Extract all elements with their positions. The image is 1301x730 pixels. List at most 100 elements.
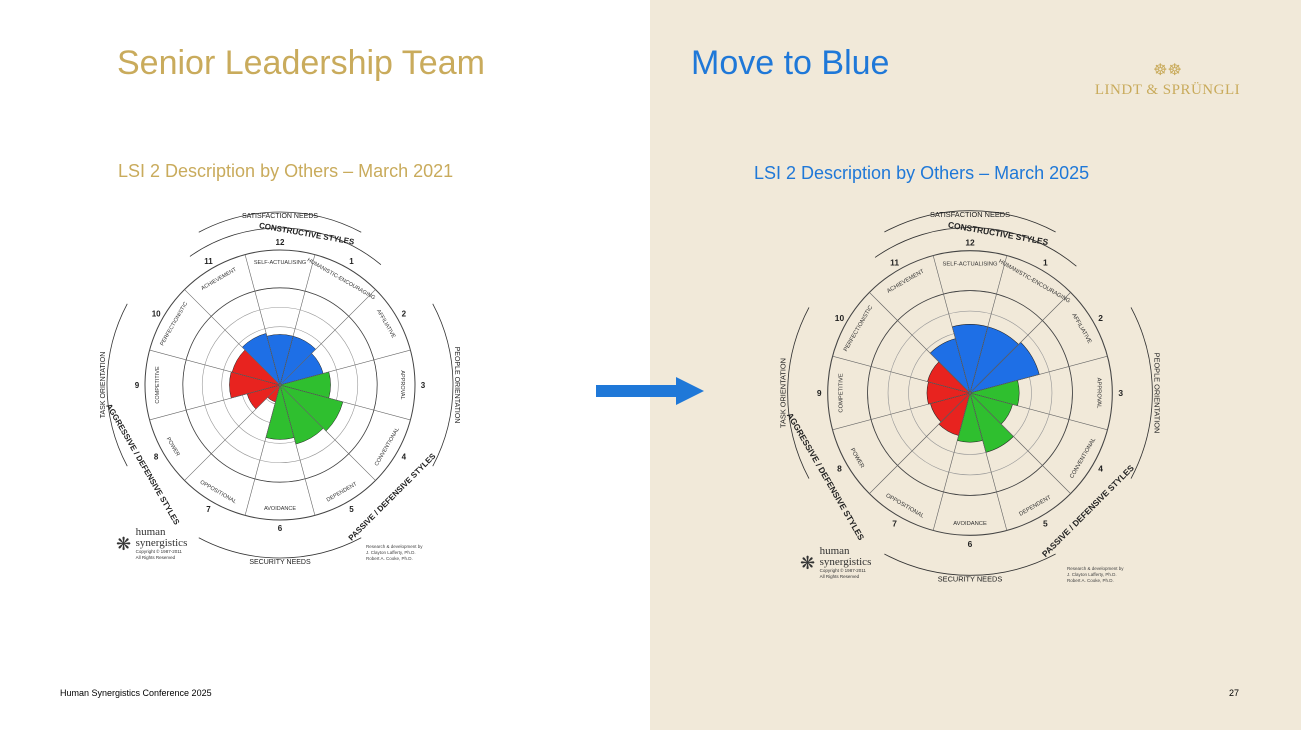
style-number-7: 7 (206, 505, 211, 514)
hs-name-line1: human (819, 545, 850, 557)
spoke (244, 254, 281, 386)
style-number-1: 1 (1043, 258, 1048, 268)
style-label-8: POWER (849, 447, 865, 469)
spoke (969, 255, 1008, 394)
spoke (832, 392, 971, 431)
hs-name-line2: synergistics (819, 556, 872, 568)
style-label-4: CONVENTIONAL (374, 427, 401, 468)
spoke (149, 384, 281, 421)
style-label-8: POWER (165, 437, 181, 458)
left-slide-subtitle: LSI 2 Description by Others – March 2021 (118, 161, 454, 181)
grid-ring (887, 310, 1053, 476)
spoke (184, 384, 281, 481)
grid-ring (221, 326, 339, 444)
spoke (279, 384, 316, 516)
spoke (932, 392, 971, 531)
spoke (279, 289, 376, 386)
lindt-emblem-icon: ☸☸ (1153, 62, 1182, 79)
hs-rights: All Rights Reserved (135, 555, 176, 560)
spoke (969, 355, 1108, 394)
people-orientation-label: PEOPLE ORIENTATION (453, 347, 460, 424)
security-needs-label: SECURITY NEEDS (938, 575, 1003, 584)
style-label-9: COMPETITIVE (838, 373, 844, 412)
spoke (279, 254, 316, 386)
human-synergistics-logo-left: ❋ human synergistics Copyright © 1987-20… (116, 527, 187, 561)
inner-ring (182, 287, 378, 483)
style-number-2: 2 (1098, 313, 1103, 323)
style-label-12: SELF-ACTUALISING (943, 261, 998, 267)
constructive-styles-label: CONSTRUCTIVE STYLES (258, 221, 355, 247)
hs-name-line1: human (135, 526, 166, 538)
style-label-6: AVOIDANCE (264, 506, 296, 512)
style-number-8: 8 (154, 453, 159, 462)
style-number-7: 7 (892, 519, 897, 529)
spoke (869, 392, 971, 494)
security-needs-label: SECURITY NEEDS (249, 559, 311, 566)
lindt-brand-text: LINDT & SPRÜNGLI (1094, 82, 1241, 98)
human-synergistics-logo-right: ❋ human synergistics Copyright © 1987-20… (800, 546, 871, 580)
aggressive-defensive-label: AGGRESSIVE / DEFENSIVE STYLES (104, 402, 181, 527)
security-arc (884, 553, 1056, 576)
style-number-4: 4 (402, 453, 407, 462)
style-label-12: SELF-ACTUALISING (254, 260, 306, 266)
hs-copyright: Copyright © 1987-2011 (135, 549, 182, 554)
satisfaction-needs-label: SATISFACTION NEEDS (242, 213, 318, 220)
style-number-5: 5 (1043, 519, 1048, 529)
style-label-5: DEPENDENT (1018, 494, 1052, 517)
circumplex-2025: 1HUMANISTIC-ENCOURAGING2AFFILIATIVE3APPR… (779, 210, 1162, 584)
style-number-3: 3 (421, 381, 426, 390)
right-slide-title: Move to Blue (691, 44, 890, 82)
task-orientation-label: TASK ORIENTATION (779, 358, 788, 428)
right-slide-subtitle: LSI 2 Description by Others – March 2025 (754, 163, 1090, 183)
right-arrow-icon (596, 377, 704, 405)
satisfaction-arc (198, 211, 362, 233)
people-orientation-label: PEOPLE ORIENTATION (1152, 353, 1161, 434)
spoke (969, 292, 1071, 394)
constructive-arc (874, 227, 1077, 267)
spoke (279, 384, 411, 421)
spoke (149, 349, 281, 386)
credit-line2: J. Clayton Lafferty, Ph.D. (1067, 572, 1117, 577)
style-number-12: 12 (965, 237, 975, 247)
style-label-9: COMPETITIVE (155, 366, 161, 404)
security-arc (198, 537, 362, 559)
style-label-10: PERFECTIONISTIC (159, 301, 189, 347)
style-number-9: 9 (135, 381, 140, 390)
research-credit-right: Research & development by J. Clayton Laf… (1067, 566, 1124, 584)
task-orientation-label: TASK ORIENTATION (100, 352, 107, 419)
style-number-5: 5 (349, 505, 354, 514)
style-label-2: AFFILIATIVE (1070, 313, 1092, 345)
outer-ring (144, 249, 416, 521)
satisfaction-arc (884, 210, 1056, 233)
task-arc (787, 307, 810, 479)
spoke (932, 255, 971, 394)
constructive-arc (189, 227, 382, 266)
style-label-10: PERFECTIONISTIC (843, 305, 874, 353)
passive-defensive-label: PASSIVE / DEFENSIVE STYLES (347, 451, 438, 542)
research-credit-left: Research & development by J. Clayton Laf… (366, 544, 423, 562)
style-label-3: APPROVAL (1096, 378, 1102, 410)
hs-copyright: Copyright © 1987-2011 (819, 568, 866, 573)
credit-line1: Research & development by (366, 544, 423, 549)
hs-rights: All Rights Reserved (819, 574, 860, 579)
inner-ring (867, 290, 1073, 496)
style-number-12: 12 (276, 238, 285, 247)
circumplex-2021: 1HUMANISTIC-ENCOURAGING2AFFILIATIVE3APPR… (100, 211, 460, 566)
spoke (279, 349, 411, 386)
style-number-4: 4 (1098, 464, 1103, 474)
grid-ring (201, 306, 359, 464)
credit-line3: Robert A. Cooke, Ph.D. (1067, 578, 1114, 583)
style-label-7: OPPOSITIONAL (884, 493, 925, 520)
style-label-11: ACHIEVEMENT (886, 268, 926, 294)
style-number-6: 6 (278, 524, 283, 533)
style-number-11: 11 (204, 257, 213, 266)
left-slide-title: Senior Leadership Team (117, 44, 485, 82)
style-number-1: 1 (349, 257, 354, 266)
spoke (869, 292, 971, 394)
style-number-8: 8 (837, 464, 842, 474)
constructive-styles-label: CONSTRUCTIVE STYLES (947, 220, 1049, 248)
credit-line2: J. Clayton Lafferty, Ph.D. (366, 550, 416, 555)
spoke (184, 289, 281, 386)
outer-ring (827, 250, 1113, 536)
lindt-logo: ☸☸ LINDT & SPRÜNGLI (1090, 60, 1245, 110)
